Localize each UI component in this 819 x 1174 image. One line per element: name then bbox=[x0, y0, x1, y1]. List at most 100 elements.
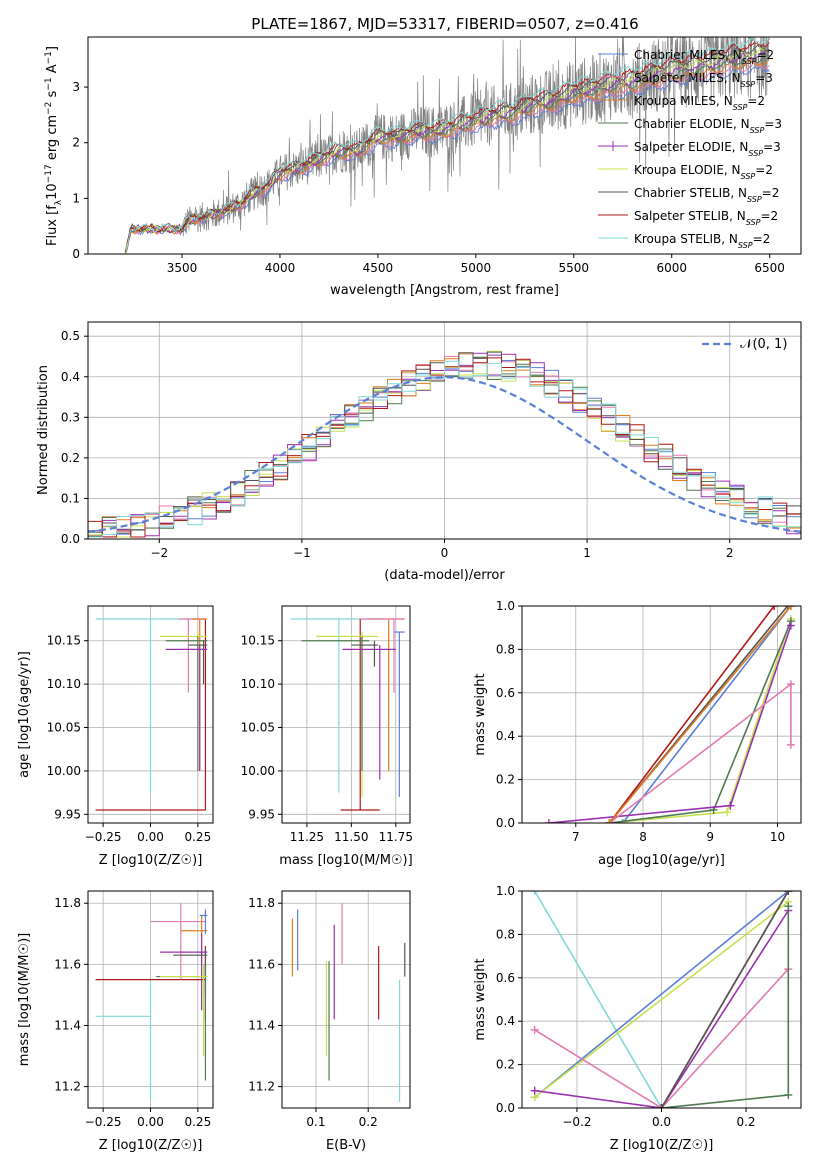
age-vs-Z-errorbar-salpeter_stelib bbox=[95, 619, 207, 811]
series-line bbox=[608, 606, 775, 823]
mass-vs-EBV-ytick-label: 11.6 bbox=[248, 957, 275, 971]
legend-name: Salpeter MILES, bbox=[634, 71, 732, 85]
legend-n-sub: SSP bbox=[733, 103, 748, 112]
weight-vs-age-frame bbox=[521, 605, 802, 824]
series-point bbox=[786, 606, 795, 610]
series-point bbox=[530, 1086, 539, 1095]
legend-n-value: =2 bbox=[756, 48, 774, 62]
legend-name: Kroupa ELODIE, bbox=[634, 163, 732, 177]
age-vs-mass-xtick-label: 11.25 bbox=[290, 830, 324, 844]
residuals-ticks: −2 −1 0 1 2 0.0 0.1 0.2 0.3 0.4 0.5 bbox=[61, 329, 734, 560]
series-line bbox=[534, 891, 663, 1108]
legend-label: Chabrier STELIB, NSSP=2 bbox=[634, 186, 779, 204]
spectrum-ytick-label: 0 bbox=[72, 247, 80, 261]
series-line bbox=[534, 901, 789, 1098]
legend-n-value: =3 bbox=[764, 117, 782, 131]
spectrum-xtick-label: 4000 bbox=[265, 261, 296, 275]
legend-n-sub: SSP bbox=[748, 149, 763, 158]
series-point bbox=[618, 819, 627, 823]
weight-vs-Z-ytick-label: 0.2 bbox=[496, 1058, 515, 1072]
weight-vs-Z-xlabel: Z [log10(Z/Z☉)] bbox=[610, 1138, 714, 1153]
normal-curve bbox=[87, 376, 802, 533]
legend-name: Kroupa STELIB, bbox=[634, 232, 729, 246]
age-vs-mass-ytick-label: 10.00 bbox=[241, 764, 275, 778]
legend-label: Salpeter STELIB, NSSP=2 bbox=[634, 209, 778, 227]
mass-vs-EBV-ytick-label: 11.4 bbox=[248, 1018, 275, 1032]
series-point bbox=[530, 1025, 539, 1034]
weight-vs-age-ytick-label: 1.0 bbox=[496, 599, 515, 613]
age-vs-Z-ytick-label: 10.05 bbox=[47, 721, 81, 735]
residuals-xtick-label: −2 bbox=[150, 546, 168, 560]
age-vs-mass-ytick-label: 9.95 bbox=[248, 807, 275, 821]
weight-vs-Z-ytick-label: 1.0 bbox=[496, 884, 515, 898]
mass-vs-Z-xlabel: Z [log10(Z/Z☉)] bbox=[99, 1138, 203, 1153]
weight-vs-age-ytick-label: 0.2 bbox=[496, 773, 515, 787]
weight-vs-Z-series-chabrier_stelib bbox=[657, 891, 793, 1108]
series-point bbox=[544, 819, 553, 823]
mass-vs-Z-panel: −0.25 0.00 0.25 11.2 11.4 11.6 11.8 Z [log10(Z/… bbox=[17, 890, 214, 1153]
observed-spectrum-line bbox=[181, 36, 770, 237]
weight-vs-age-ytick-label: 0.4 bbox=[496, 729, 515, 743]
age-vs-Z-xtick-label: 0.25 bbox=[184, 830, 211, 844]
age-vs-mass-errorbar-salpeter_stelib bbox=[340, 619, 380, 811]
legend-name: Chabrier STELIB, bbox=[634, 186, 738, 200]
legend-n: N bbox=[729, 232, 738, 246]
age-vs-Z-ytick-label: 10.15 bbox=[47, 634, 81, 648]
legend-name: Salpeter STELIB, bbox=[634, 209, 737, 223]
legend-n: N bbox=[739, 140, 748, 154]
age-vs-mass-errorbar-chabrier_stelib bbox=[351, 640, 378, 667]
spectrum-panel: 3500 4000 4500 5000 5500 6000 6500 0 1 2 3 wavelen… bbox=[44, 36, 802, 298]
weight-vs-Z-xtick-label: −0.2 bbox=[562, 1115, 591, 1129]
series-point bbox=[786, 680, 795, 689]
weight-vs-age-xtick-label: 10 bbox=[770, 830, 785, 844]
age-vs-Z-xlabel: Z [log10(Z/Z☉)] bbox=[99, 853, 203, 868]
legend-n-sub: SSP bbox=[746, 218, 761, 227]
weight-vs-Z-ytick-label: 0.8 bbox=[496, 927, 515, 941]
residuals-histograms bbox=[88, 350, 801, 538]
residuals-xlabel: (data-model)/error bbox=[384, 568, 505, 583]
residuals-ytick-label: 0.4 bbox=[61, 370, 80, 384]
series-point bbox=[605, 819, 614, 823]
model-spectrum-chabrier_elodie bbox=[124, 53, 770, 255]
model-spectrum-kroupa_stelib bbox=[124, 36, 770, 251]
model-spectrum-salpeter_elodie bbox=[124, 49, 770, 255]
age-vs-Z-errorbar-chabrier_stelib bbox=[188, 640, 208, 685]
mass-vs-EBV-xtick-label: 0.2 bbox=[359, 1115, 378, 1129]
age-vs-Z-xtick-label: −0.25 bbox=[85, 830, 122, 844]
weight-vs-age-ylabel: mass weight bbox=[473, 673, 488, 755]
parameter-panels: −0.25 0.00 0.25 9.95 10.00 10.05 10.10 10.15 Z [… bbox=[17, 599, 802, 1153]
spectrum-ytick-label: 1 bbox=[72, 191, 80, 205]
residuals-panel: −2 −1 0 1 2 0.0 0.1 0.2 0.3 0.4 0.5 (data-model)/e… bbox=[36, 321, 802, 583]
mass-vs-EBV-xtick-label: 0.1 bbox=[306, 1115, 325, 1129]
mass-vs-Z-ytick-label: 11.8 bbox=[54, 896, 81, 910]
legend-n-value: =2 bbox=[747, 94, 765, 108]
age-vs-mass-frame bbox=[281, 605, 411, 824]
legend-label: Salpeter MILES, NSSP=3 bbox=[634, 71, 773, 89]
mass-vs-EBV-panel: 0.1 0.2 11.2 11.4 11.6 11.8 E(B-V) bbox=[248, 890, 411, 1153]
mass-vs-Z-errorbar-kroupa_elodie bbox=[159, 964, 208, 1057]
spectrum-ytick-label: 3 bbox=[72, 80, 80, 94]
series-point bbox=[784, 1090, 793, 1099]
figure-title: PLATE=1867, MJD=53317, FIBERID=0507, z=0… bbox=[251, 15, 638, 33]
residuals-legend: 𝒩(0, 1) bbox=[702, 337, 787, 352]
spectrum-xtick-label: 3500 bbox=[167, 261, 198, 275]
age-vs-Z-errorbar-salpeter_elodie bbox=[165, 645, 208, 771]
mass-vs-Z-errorbar-kroupa_stelib bbox=[95, 979, 152, 1099]
legend-name: Salpeter ELODIE, bbox=[634, 140, 739, 154]
mass-vs-Z-ytick-label: 11.4 bbox=[54, 1018, 81, 1032]
spectrum-ytick-label: 2 bbox=[72, 136, 80, 150]
age-vs-Z-panel: −0.25 0.00 0.25 9.95 10.00 10.05 10.10 10.15 Z [… bbox=[17, 605, 214, 868]
spectrum-ylabel-part: Flux [f bbox=[45, 205, 60, 246]
series-line bbox=[548, 625, 792, 823]
mass-vs-Z-marks bbox=[95, 903, 208, 1099]
legend-n: N bbox=[724, 94, 733, 108]
age-vs-mass-errorbar-chabrier_miles bbox=[394, 631, 405, 797]
residuals-xtick-label: 1 bbox=[583, 546, 591, 560]
legend-n-sub: SSP bbox=[738, 241, 753, 250]
legend-n-sub: SSP bbox=[747, 195, 762, 204]
age-vs-mass-ytick-label: 10.05 bbox=[241, 721, 275, 735]
residuals-ytick-label: 0.1 bbox=[61, 491, 80, 505]
series-point bbox=[784, 902, 793, 911]
spectrum-ylabel-part: −1 bbox=[44, 51, 54, 64]
weight-vs-age-series-kroupa_elodie bbox=[605, 615, 795, 823]
